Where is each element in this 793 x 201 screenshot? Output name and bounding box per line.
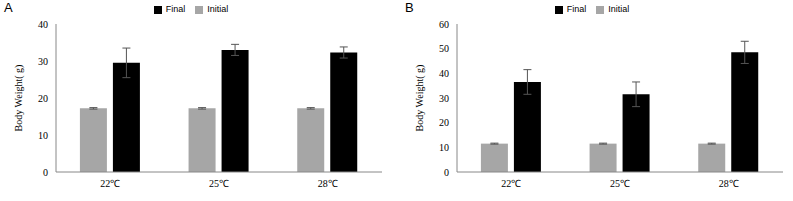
svg-text:60: 60 xyxy=(439,19,449,30)
html-text:Initial: Initial xyxy=(207,4,229,14)
html-text:Final: Final xyxy=(566,4,587,14)
svg-text:22℃: 22℃ xyxy=(100,178,120,189)
svg-text:25℃: 25℃ xyxy=(610,178,630,189)
html-text:A: A xyxy=(4,0,13,15)
html-text:Initial: Initial xyxy=(608,4,630,14)
svg-text:10: 10 xyxy=(38,130,48,141)
svg-text:40: 40 xyxy=(38,19,48,30)
svg-text:0: 0 xyxy=(444,167,449,178)
svg-text:22℃: 22℃ xyxy=(501,178,521,189)
svg-text:20: 20 xyxy=(38,93,48,104)
svg-text:28℃: 28℃ xyxy=(719,178,739,189)
svg-text:Body Weight( g): Body Weight( g) xyxy=(414,65,426,132)
svg-text:40: 40 xyxy=(439,68,449,79)
svg-text:30: 30 xyxy=(38,56,48,67)
svg-text:10: 10 xyxy=(439,142,449,153)
svg-text:20: 20 xyxy=(439,117,449,128)
svg-text:25℃: 25℃ xyxy=(209,178,229,189)
svg-text:30: 30 xyxy=(439,93,449,104)
html-text:Final: Final xyxy=(165,4,186,14)
svg-text:50: 50 xyxy=(439,43,449,54)
svg-text:28℃: 28℃ xyxy=(318,178,338,189)
html-text:B: B xyxy=(405,0,414,15)
svg-text:Body Weight( g): Body Weight( g) xyxy=(13,65,25,132)
svg-text:0: 0 xyxy=(43,167,48,178)
